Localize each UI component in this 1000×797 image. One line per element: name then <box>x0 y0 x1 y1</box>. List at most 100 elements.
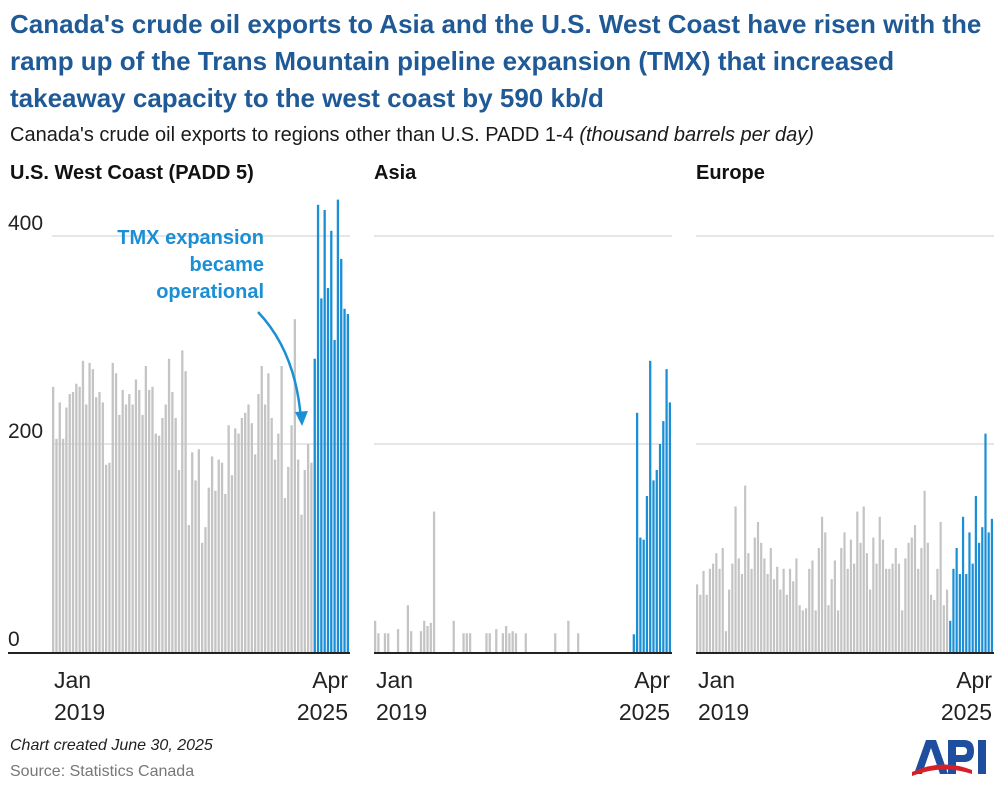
bar-pre-tmx <box>718 568 721 652</box>
bar-pre-tmx <box>501 633 504 652</box>
bar-pre-tmx <box>913 525 917 652</box>
x-tick-label: Jan <box>54 667 91 693</box>
bar-post-tmx <box>316 204 320 653</box>
bar-pre-tmx <box>897 563 901 652</box>
bar-pre-tmx <box>856 511 859 652</box>
bar-pre-tmx <box>862 506 865 652</box>
bar-pre-tmx <box>204 527 207 652</box>
bar-pre-tmx <box>240 418 244 652</box>
bar-pre-tmx <box>926 542 929 652</box>
bar-pre-tmx <box>303 470 306 652</box>
bar-post-tmx <box>333 340 336 652</box>
bar-pre-tmx <box>111 362 114 652</box>
bar-pre-tmx <box>184 371 187 652</box>
bar-pre-tmx <box>164 404 167 652</box>
bar-pre-tmx <box>936 568 939 652</box>
bar-pre-tmx <box>753 537 756 652</box>
bar-pre-tmx <box>843 532 846 652</box>
bar-post-tmx <box>346 314 349 652</box>
bar-pre-tmx <box>144 366 148 652</box>
bar-pre-tmx <box>910 537 913 652</box>
bar-pre-tmx <box>58 402 61 652</box>
panel-title-west-coast: U.S. West Coast (PADD 5) <box>10 162 254 184</box>
bar-pre-tmx <box>465 633 468 652</box>
bar-pre-tmx <box>377 633 380 652</box>
bar-pre-tmx <box>85 404 88 652</box>
bar-pre-tmx <box>220 462 224 652</box>
bar-pre-tmx <box>923 490 926 652</box>
bar-pre-tmx <box>429 622 432 652</box>
bar-pre-tmx <box>881 539 885 652</box>
x-tick-label: Jan <box>698 667 735 693</box>
bar-pre-tmx <box>740 574 744 652</box>
y-tick-label: 200 <box>8 420 43 443</box>
bar-pre-tmx <box>731 563 734 652</box>
bar-pre-tmx <box>485 633 488 652</box>
bar-pre-tmx <box>524 633 527 652</box>
bar-pre-tmx <box>699 594 702 652</box>
bar-pre-tmx <box>715 553 718 652</box>
x-tick-label: 2025 <box>941 699 992 725</box>
y-tick-label: 400 <box>8 212 43 235</box>
x-tick-label: Apr <box>634 667 670 693</box>
bar-pre-tmx <box>840 548 843 652</box>
bar-pre-tmx <box>257 394 260 652</box>
bar-pre-tmx <box>194 480 197 652</box>
bar-pre-tmx <box>846 568 849 652</box>
bar-post-tmx <box>990 518 993 652</box>
bar-pre-tmx <box>495 629 498 652</box>
x-tick-label: 2025 <box>619 699 670 725</box>
bar-pre-tmx <box>817 548 820 652</box>
bar-pre-tmx <box>128 394 131 652</box>
bar-post-tmx <box>658 444 662 652</box>
bar-post-tmx <box>949 620 952 652</box>
bar-pre-tmx <box>124 404 128 652</box>
x-tick-label: Apr <box>312 667 348 693</box>
bar-pre-tmx <box>888 568 891 652</box>
bar-post-tmx <box>952 568 955 652</box>
bar-pre-tmx <box>406 605 410 652</box>
bar-pre-tmx <box>859 542 862 652</box>
bar-pre-tmx <box>712 563 715 652</box>
bar-pre-tmx <box>811 560 814 652</box>
y-tick-label: 0 <box>8 628 20 651</box>
bar-pre-tmx <box>171 392 174 652</box>
bar-pre-tmx <box>187 525 191 652</box>
bar-pre-tmx <box>118 414 121 652</box>
bar-post-tmx <box>981 527 984 652</box>
bar-pre-tmx <box>907 542 910 652</box>
bar-pre-tmx <box>769 548 772 652</box>
x-tick-label: 2019 <box>54 699 105 725</box>
bar-pre-tmx <box>141 414 144 652</box>
bar-pre-tmx <box>776 566 779 652</box>
bar-post-tmx <box>330 230 333 653</box>
bar-pre-tmx <box>283 498 287 652</box>
bar-pre-tmx <box>78 386 81 652</box>
bar-pre-tmx <box>488 633 491 652</box>
bar-pre-tmx <box>945 589 949 652</box>
bar-post-tmx <box>336 199 340 652</box>
bar-pre-tmx <box>247 404 250 652</box>
subtitle-unit: (thousand barrels per day) <box>579 124 814 146</box>
chart-title: Canada's crude oil exports to Asia and t… <box>10 9 982 113</box>
x-tick-label: 2019 <box>376 699 427 725</box>
bar-pre-tmx <box>114 373 118 652</box>
annotation-arrowhead <box>295 411 308 426</box>
bar-pre-tmx <box>830 579 833 652</box>
bar-pre-tmx <box>942 605 945 652</box>
bar-pre-tmx <box>253 454 257 652</box>
bar-pre-tmx <box>724 631 728 652</box>
bar-pre-tmx <box>734 506 737 652</box>
bar-pre-tmx <box>287 466 290 652</box>
bar-post-tmx <box>326 288 330 652</box>
bar-pre-tmx <box>177 470 181 652</box>
bar-post-tmx <box>668 402 671 652</box>
bar-pre-tmx <box>52 386 55 652</box>
bar-pre-tmx <box>104 464 108 652</box>
annotation-arrow <box>257 311 303 421</box>
bar-post-tmx <box>642 539 645 652</box>
bar-pre-tmx <box>98 392 101 652</box>
bar-post-tmx <box>632 634 635 652</box>
x-tick-label: Apr <box>956 667 992 693</box>
